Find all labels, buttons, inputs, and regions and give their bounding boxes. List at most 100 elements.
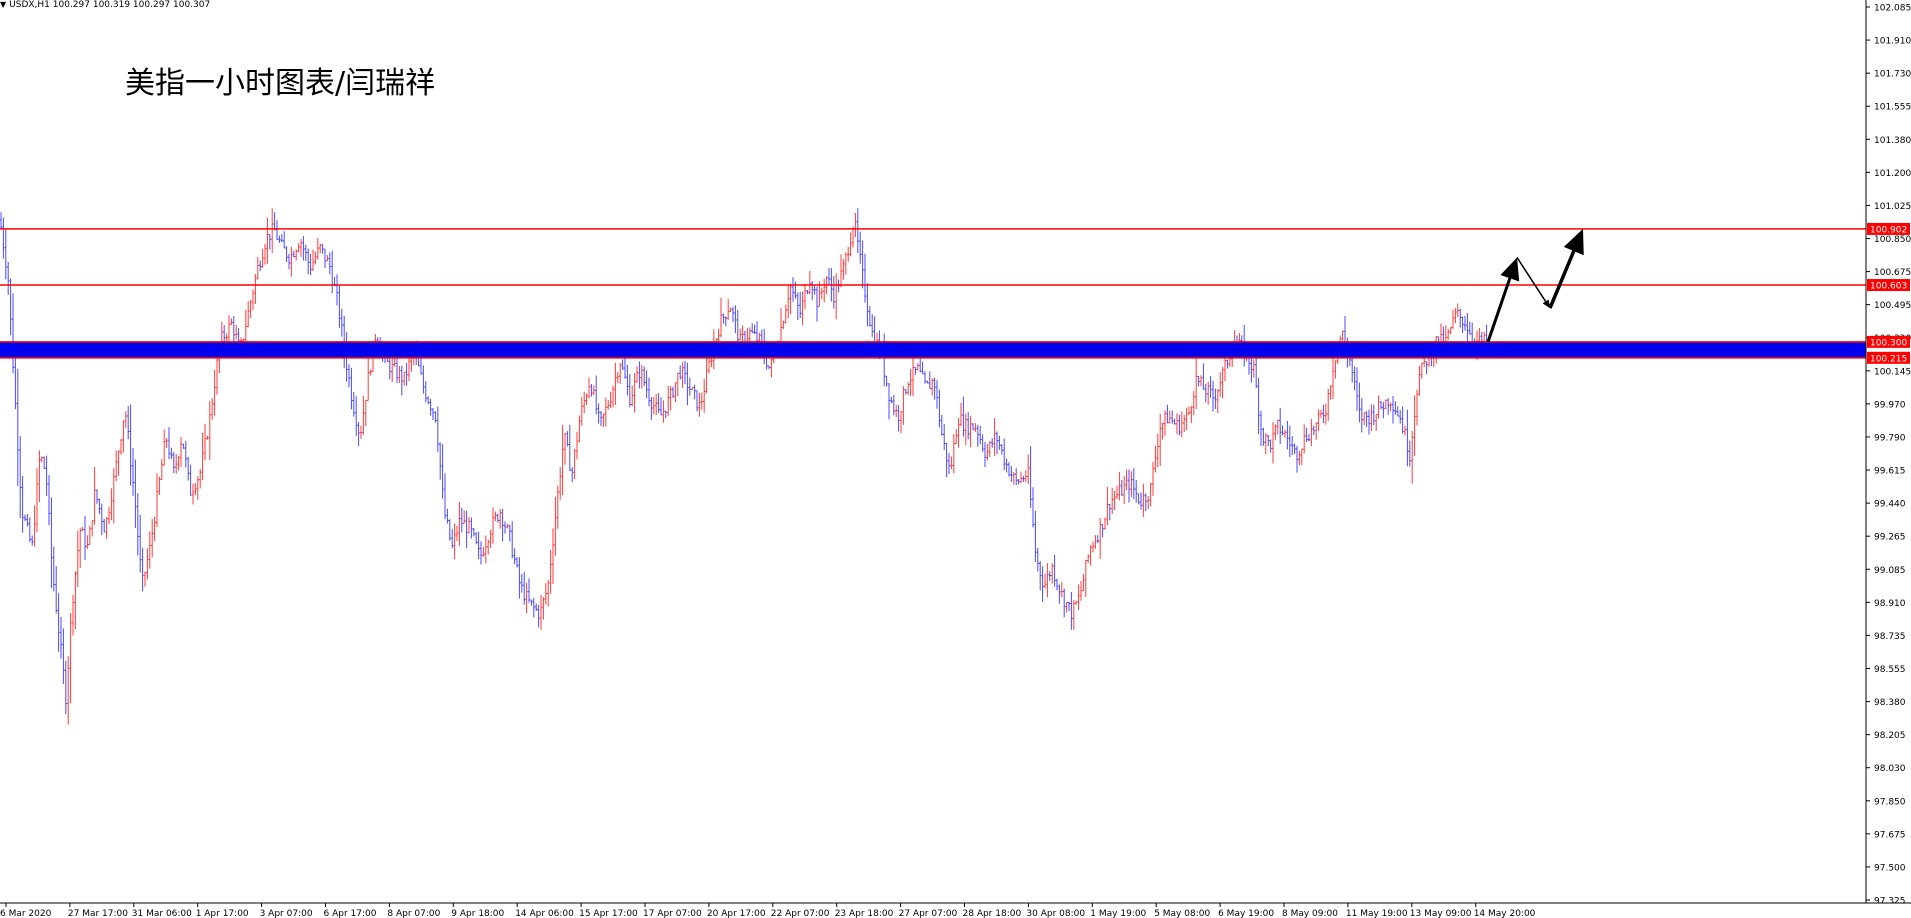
arrow-shaft	[1548, 250, 1576, 309]
y-tick-label: 101.025	[1874, 202, 1911, 212]
ohlc-bar	[323, 248, 327, 269]
ohlc-bar	[964, 413, 967, 446]
y-tick-label: 101.730	[1874, 70, 1911, 80]
price-label: 100.215	[1870, 354, 1907, 364]
ohlc-bar	[1075, 600, 1078, 605]
ohlc-bar	[177, 455, 180, 471]
ohlc-bar	[1007, 462, 1011, 477]
ohlc-bar	[993, 418, 996, 457]
ohlc-bar	[1331, 355, 1335, 399]
ohlc-bar	[439, 442, 442, 480]
ohlc-bar	[38, 450, 41, 502]
ohlc-bar	[1015, 468, 1018, 486]
ohlc-bar	[1276, 419, 1279, 435]
arrow-head-icon	[1563, 228, 1584, 256]
ohlc-bar	[1257, 377, 1260, 435]
ohlc-bar	[189, 464, 192, 496]
ohlc-bar	[1207, 381, 1210, 405]
ohlc-bar	[1271, 422, 1275, 464]
ohlc-bar	[496, 513, 499, 523]
ohlc-bar	[1286, 420, 1289, 450]
ohlc-bar	[976, 424, 979, 447]
ohlc-bar	[297, 243, 300, 253]
ohlc-bar	[388, 356, 391, 380]
ohlc-bar	[513, 548, 516, 565]
ohlc-bar	[909, 369, 912, 396]
ohlc-bar	[1317, 409, 1320, 432]
ohlc-bar	[799, 291, 802, 319]
ohlc-bar	[856, 208, 859, 254]
ohlc-bar	[969, 416, 972, 448]
ohlc-bar	[283, 231, 286, 249]
ohlc-bar	[962, 396, 965, 437]
ohlc-bar	[398, 365, 401, 383]
ohlc-bar	[1360, 398, 1363, 433]
ohlc-bar	[935, 380, 939, 409]
x-tick-label: 14 Apr 06:00	[515, 909, 574, 918]
ohlc-bar	[907, 381, 910, 396]
ohlc-bar	[1204, 383, 1207, 403]
ohlc-bar	[532, 597, 535, 618]
ohlc-bar	[1171, 410, 1174, 424]
ohlc-bar	[1327, 388, 1330, 421]
ohlc-bar	[1250, 355, 1253, 383]
ohlc-bar	[307, 248, 310, 275]
x-tick-label: 31 Mar 06:00	[132, 909, 192, 918]
ohlc-bar	[719, 297, 723, 338]
ohlc-bar	[1043, 573, 1047, 589]
ohlc-bar	[729, 307, 732, 313]
ohlc-bar	[107, 506, 111, 524]
ohlc-bar	[254, 274, 257, 304]
ohlc-bar	[1034, 510, 1037, 562]
ohlc-bar	[187, 456, 190, 481]
x-tick-label: 17 Apr 07:00	[643, 909, 702, 918]
ohlc-bar	[1370, 404, 1373, 432]
ohlc-bar	[1377, 395, 1380, 419]
ohlc-bar	[1187, 406, 1191, 415]
ohlc-bar	[539, 595, 543, 630]
ohlc-bar	[407, 357, 411, 381]
ohlc-bar	[364, 399, 367, 427]
x-tick-label: 6 Mar 2020	[0, 909, 52, 918]
ohlc-bar	[931, 378, 934, 396]
ohlc-bar	[544, 583, 547, 605]
ohlc-bar	[611, 385, 615, 408]
support-zone[interactable]	[0, 341, 1866, 358]
ohlc-bar	[134, 459, 137, 528]
ohlc-bar	[47, 475, 51, 526]
ohlc-bar	[405, 362, 408, 386]
ohlc-bar	[184, 440, 187, 468]
x-tick-label: 27 Mar 17:00	[68, 909, 128, 918]
ohlc-bar	[916, 363, 919, 371]
ohlc-bar	[1466, 313, 1469, 342]
ohlc-bar	[753, 324, 756, 335]
ohlc-bar	[50, 497, 53, 588]
ohlc-bar	[1307, 434, 1311, 442]
ohlc-bar	[1147, 495, 1150, 510]
x-tick-label: 9 Apr 18:00	[451, 909, 504, 918]
menu-triangle-icon[interactable]: ▼	[0, 0, 7, 9]
ohlc-bar	[837, 279, 840, 293]
ohlc-bar	[1027, 454, 1030, 484]
ohlc-bar	[477, 531, 480, 559]
ohlc-bar	[482, 546, 485, 557]
ohlc-bar	[950, 456, 953, 470]
ohlc-bar	[340, 309, 343, 337]
ohlc-bar	[1063, 588, 1066, 618]
ohlc-bar	[321, 244, 324, 254]
ohlc-bar	[854, 212, 857, 238]
ohlc-bar	[554, 496, 557, 556]
ohlc-bar	[1315, 422, 1318, 440]
ohlc-bar	[801, 291, 804, 326]
ohlc-bar	[815, 286, 819, 322]
ohlc-bar	[897, 405, 900, 432]
ohlc-bar	[1178, 414, 1181, 436]
ohlc-bar	[472, 527, 475, 537]
ohlc-bar	[1190, 406, 1193, 424]
ohlc-bar	[1072, 600, 1075, 630]
ohlc-bar	[561, 425, 564, 496]
ohlc-bar	[520, 574, 523, 593]
symbol-info: USDX,H1 100.297 100.319 100.297 100.307	[9, 0, 211, 10]
